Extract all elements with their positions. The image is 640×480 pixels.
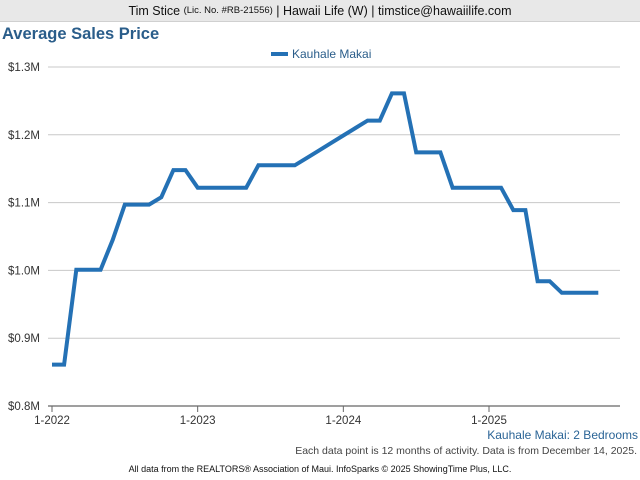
y-tick-label: $0.8M (8, 401, 40, 413)
agent-contact: | Hawaii Life (W) | timstice@hawaiilife.… (276, 3, 512, 18)
data-note: Each data point is 12 months of activity… (295, 445, 637, 457)
y-tick-label: $0.9M (8, 333, 40, 345)
line-chart: $0.8M $0.9M $1.0M $1.1M $1.2M $1.3M 1-2022 1-20… (8, 47, 620, 427)
legend-label: Kauhale Makai (292, 47, 371, 61)
chart-subtitle: Kauhale Makai: 2 Bedrooms (487, 428, 638, 442)
agent-header-bar: Tim Stice (Lic. No. #RB-21556) | Hawaii … (0, 0, 640, 22)
agent-license: (Lic. No. #RB-21556) (183, 5, 273, 16)
agent-name: Tim Stice (128, 3, 181, 18)
x-tick-label: 1-2022 (34, 415, 70, 427)
chart-title: Average Sales Price (2, 25, 160, 43)
footer-credit: All data from the REALTORS® Association … (128, 464, 512, 474)
series-line (52, 91, 599, 367)
x-tick-label: 1-2024 (325, 415, 361, 427)
y-tick-label: $1.1M (8, 198, 40, 210)
x-tick-label: 1-2023 (180, 415, 216, 427)
y-tick-label: $1.2M (8, 130, 40, 142)
y-tick-label: $1.3M (8, 62, 40, 74)
x-tick-label: 1-2025 (471, 415, 507, 427)
y-tick-label: $1.0M (8, 265, 40, 277)
